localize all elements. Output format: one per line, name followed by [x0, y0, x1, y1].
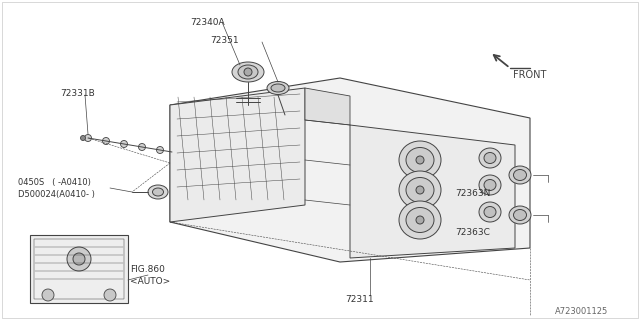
Circle shape [416, 216, 424, 224]
Circle shape [73, 253, 85, 265]
Ellipse shape [148, 185, 168, 199]
Text: 72340A: 72340A [190, 18, 225, 27]
Ellipse shape [479, 175, 501, 195]
Circle shape [416, 186, 424, 194]
Ellipse shape [513, 210, 527, 220]
Text: 72363N: 72363N [455, 188, 490, 197]
Ellipse shape [152, 188, 163, 196]
Circle shape [416, 156, 424, 164]
Text: D500024(A0410- ): D500024(A0410- ) [18, 189, 95, 198]
Ellipse shape [484, 206, 496, 218]
Text: 0450S   ( -A0410): 0450S ( -A0410) [18, 178, 91, 187]
Text: A723001125: A723001125 [555, 308, 608, 316]
Circle shape [244, 68, 252, 76]
Ellipse shape [406, 178, 434, 203]
Ellipse shape [406, 207, 434, 233]
Text: FIG.860: FIG.860 [130, 266, 165, 275]
Text: FRONT: FRONT [513, 70, 547, 80]
Circle shape [102, 138, 109, 145]
Circle shape [120, 140, 127, 148]
Text: 72363C: 72363C [455, 228, 490, 236]
Ellipse shape [484, 180, 496, 190]
Ellipse shape [509, 166, 531, 184]
Text: 72311: 72311 [345, 295, 374, 305]
Ellipse shape [271, 84, 285, 92]
Circle shape [42, 289, 54, 301]
Text: <AUTO>: <AUTO> [130, 277, 170, 286]
Ellipse shape [238, 65, 258, 79]
Ellipse shape [399, 171, 441, 209]
Ellipse shape [479, 148, 501, 168]
Ellipse shape [399, 141, 441, 179]
Text: 72331B: 72331B [60, 89, 95, 98]
Circle shape [67, 247, 91, 271]
Text: 72351: 72351 [210, 36, 239, 44]
Polygon shape [170, 78, 530, 262]
Circle shape [81, 135, 86, 140]
Ellipse shape [399, 201, 441, 239]
Ellipse shape [484, 153, 496, 164]
Ellipse shape [513, 170, 527, 180]
Polygon shape [30, 235, 128, 303]
Circle shape [157, 147, 163, 154]
Ellipse shape [406, 148, 434, 172]
Polygon shape [305, 88, 350, 125]
Ellipse shape [232, 62, 264, 82]
Circle shape [138, 143, 145, 150]
Circle shape [84, 134, 92, 141]
Ellipse shape [267, 82, 289, 94]
Polygon shape [170, 88, 305, 222]
Ellipse shape [509, 206, 531, 224]
Ellipse shape [479, 202, 501, 222]
Polygon shape [350, 125, 515, 258]
Circle shape [104, 289, 116, 301]
